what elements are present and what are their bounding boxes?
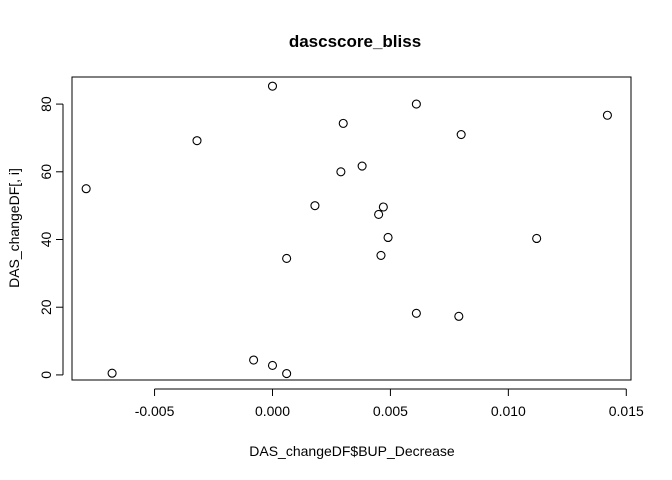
data-point [338,118,348,128]
chart-title: dascscore_bliss [289,32,421,51]
data-point [310,201,320,211]
x-tick-label: 0.015 [609,403,644,419]
data-point [376,250,386,260]
data-point [107,368,117,378]
plot-frame [71,76,632,381]
data-point [282,369,292,379]
data-points [81,81,612,379]
data-point [456,130,466,140]
y-tick-label: 80 [38,96,54,112]
y-tick-label: 0 [38,371,54,379]
y-tick-label: 60 [38,164,54,180]
x-axis-label: DAS_changeDF$BUP_Decrease [249,443,455,459]
data-point [378,202,388,212]
y-tick-label: 20 [38,299,54,315]
data-point [336,167,346,177]
data-point [374,209,384,220]
x-tick-label: 0.010 [491,403,526,419]
y-axis-label: DAS_changeDF[, i] [6,168,22,288]
x-tick-label: -0.005 [135,403,175,419]
data-point [81,184,91,194]
data-point [532,233,542,244]
data-point [249,355,259,365]
data-point [602,110,612,120]
data-point [192,136,202,146]
data-point [454,311,464,321]
data-point [383,232,393,243]
y-axis: 0 20 40 60 80 [38,96,64,379]
x-tick-label: 0.005 [373,403,408,419]
x-tick-label: 0.000 [255,403,290,419]
x-axis: -0.005 0.000 0.005 0.010 0.015 [135,388,644,419]
data-point [411,308,421,318]
data-point [267,360,278,370]
data-point [411,99,421,109]
data-point [282,253,292,264]
data-point [267,81,278,91]
y-tick-label: 40 [38,232,54,248]
data-point [357,161,367,171]
